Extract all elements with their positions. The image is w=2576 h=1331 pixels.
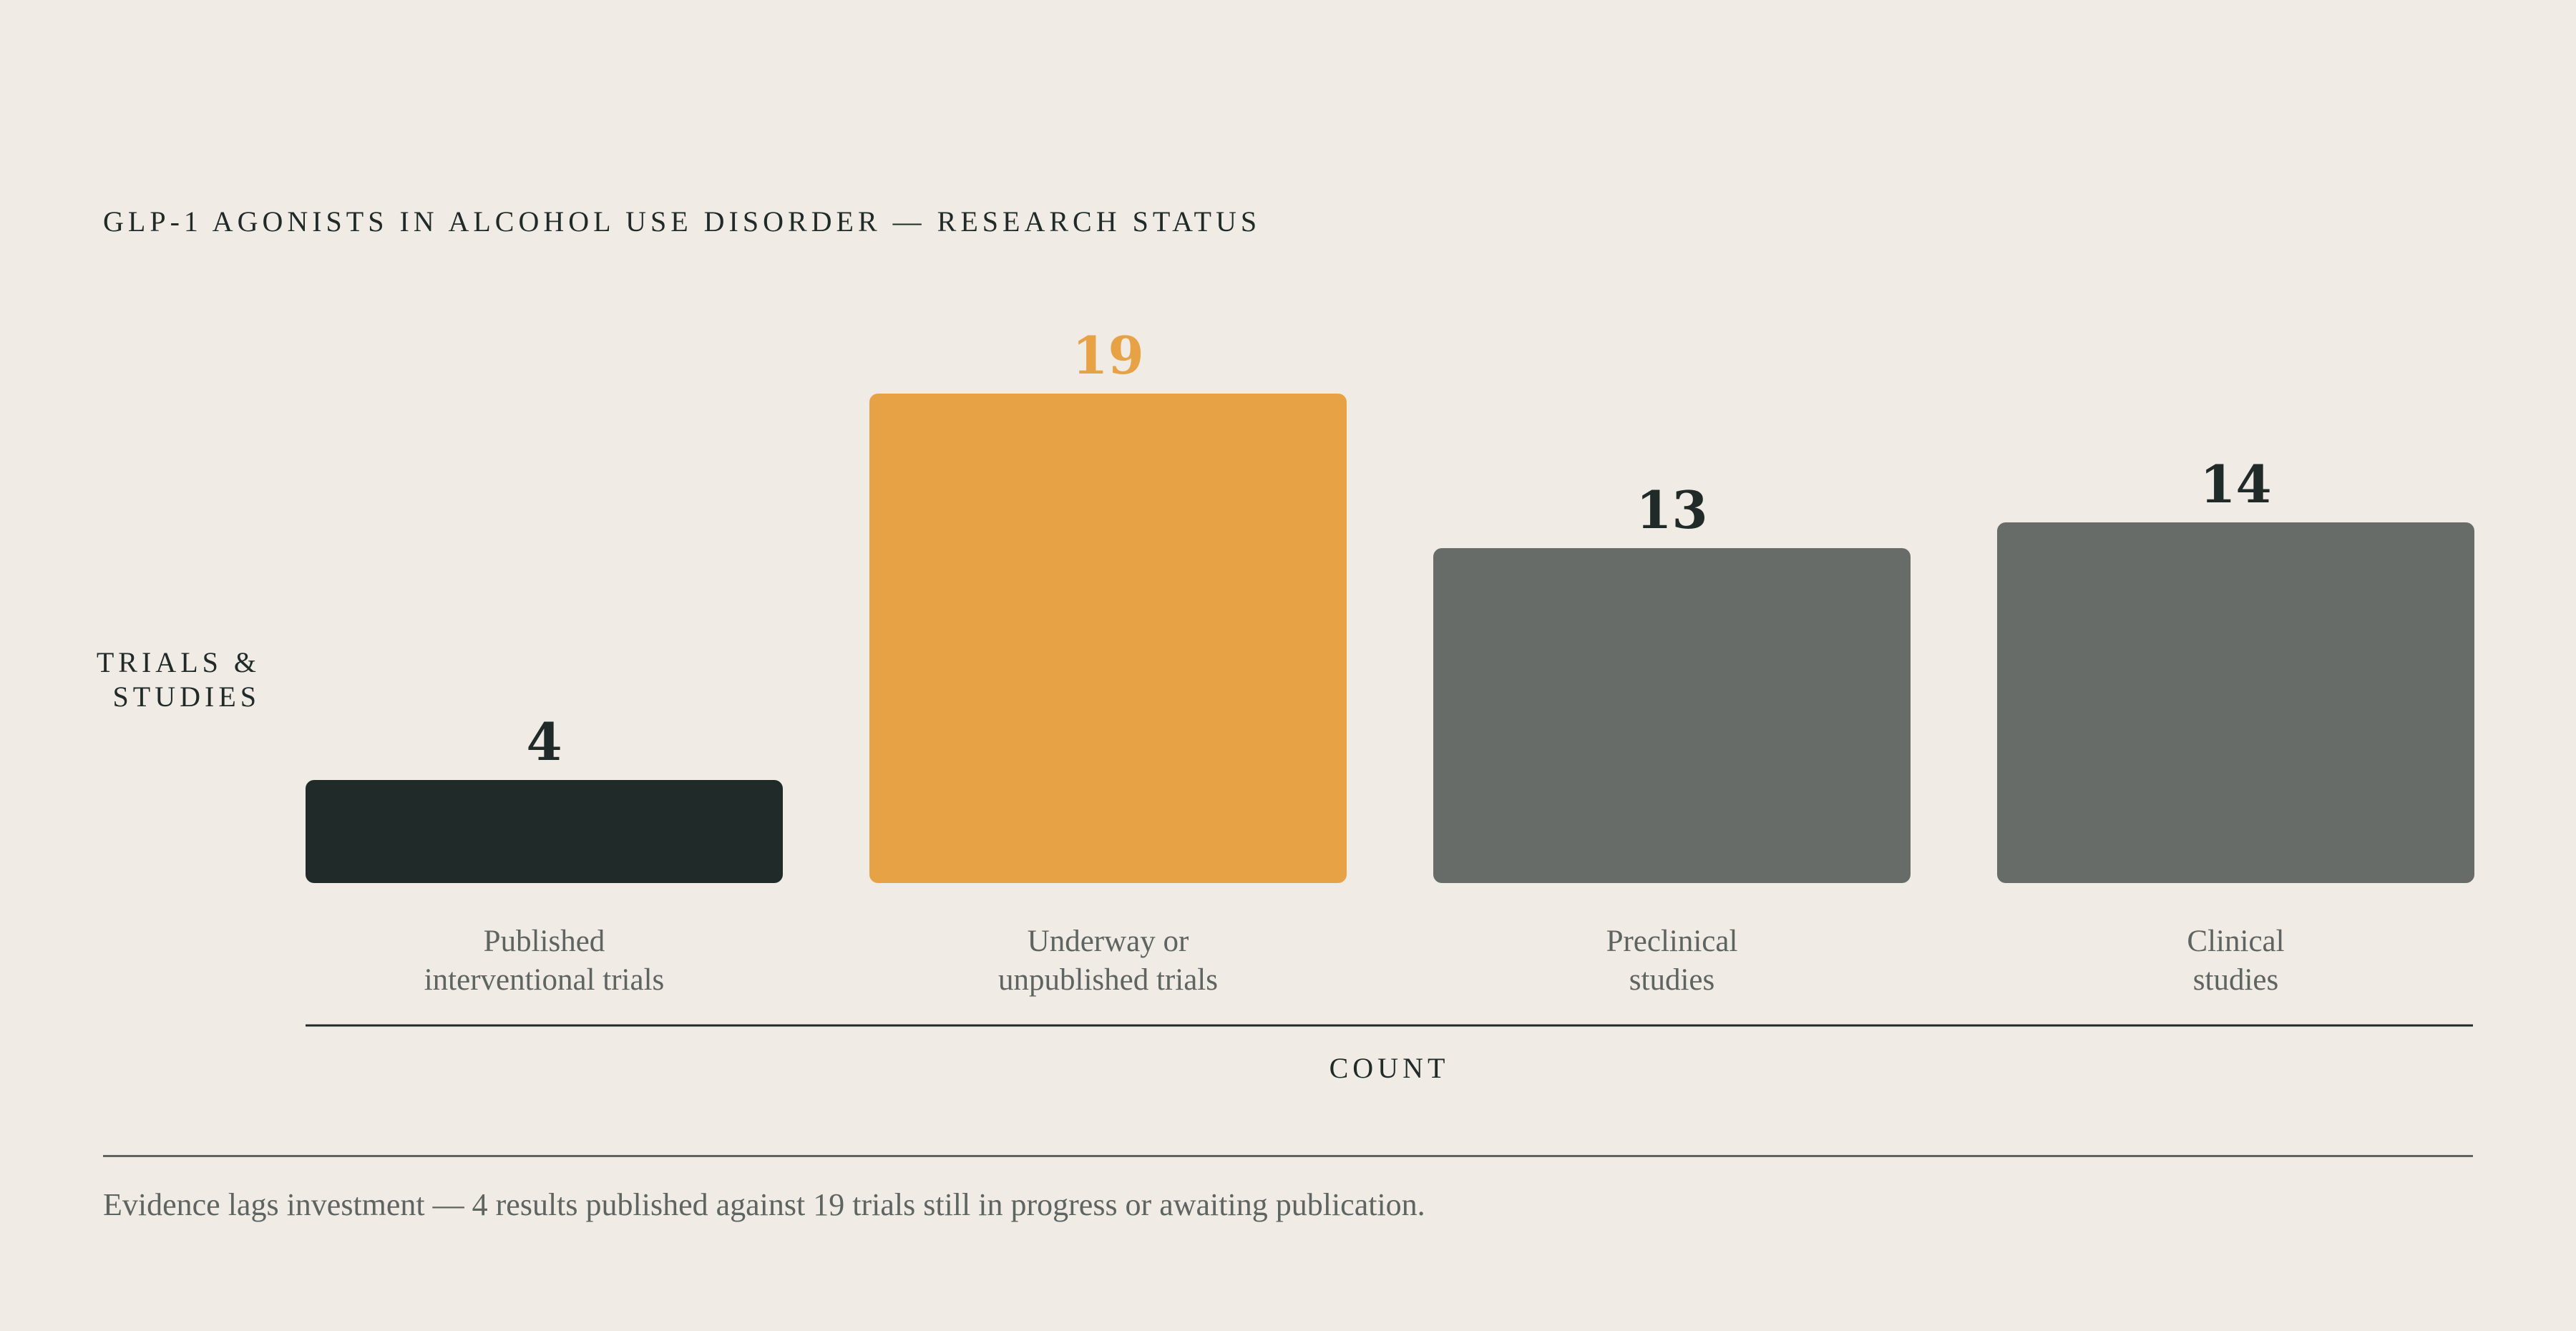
x-axis-label: COUNT [1329,1052,1450,1084]
bar [306,780,783,883]
footnote: Evidence lags investment — 4 results pub… [103,1187,1425,1222]
y-axis-label-line: TRIALS & [96,646,260,678]
bar-value-label: 4 [526,711,562,772]
x-tick-label: Clinical [2187,925,2284,958]
chart-title: GLP-1 AGONISTS IN ALCOHOL USE DISORDER —… [103,205,1262,238]
y-axis-label: TRIALS & STUDIES [86,645,260,714]
x-tick-label: interventional trials [424,963,665,997]
bar-value-label: 13 [1636,479,1707,540]
bar [1997,522,2474,883]
x-tick-label: studies [1629,963,1714,997]
x-tick-label: Underway or [1028,925,1189,958]
y-axis-label-line: STUDIES [112,681,260,713]
x-tick-label: Preclinical [1606,925,1738,958]
bar [869,394,1347,883]
footnote-divider [103,1155,2473,1157]
x-tick-label: Published [484,925,605,958]
x-tick-label: unpublished trials [998,963,1218,997]
bar [1433,548,1911,883]
bar-value-label: 14 [2200,454,2271,515]
bar-value-label: 19 [1072,325,1143,386]
x-tick-label: studies [2193,963,2278,997]
